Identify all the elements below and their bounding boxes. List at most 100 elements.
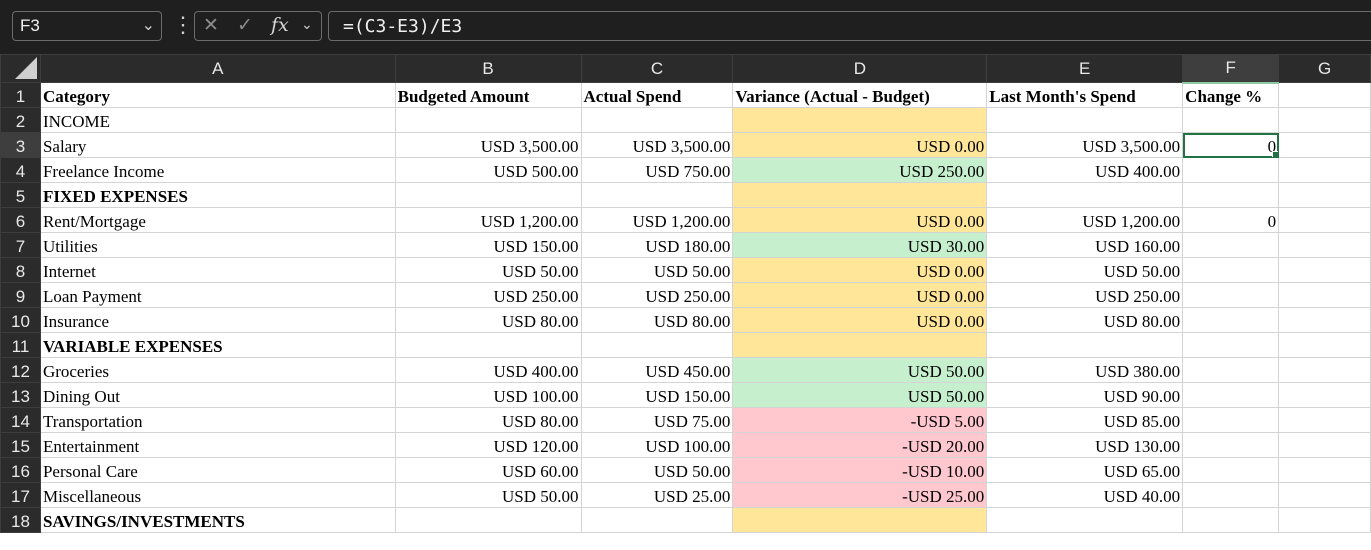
cell-c-9[interactable]: USD 250.00 <box>580 282 734 308</box>
cell-g-5[interactable] <box>1278 182 1371 208</box>
cell-a-17[interactable]: Miscellaneous <box>39 482 396 508</box>
name-box[interactable]: F3 ⌄ <box>12 11 162 41</box>
cell-b-14[interactable]: USD 80.00 <box>394 407 582 433</box>
column-header-e[interactable]: E <box>986 54 1184 83</box>
cell-e-11[interactable] <box>986 332 1184 358</box>
cell-f-5[interactable] <box>1182 182 1280 208</box>
cell-a-8[interactable]: Internet <box>39 257 396 283</box>
cell-e-10[interactable]: USD 80.00 <box>986 307 1184 333</box>
cell-g-18[interactable] <box>1278 507 1371 533</box>
row-header[interactable]: 18 <box>0 507 41 533</box>
cell-f-9[interactable] <box>1182 282 1280 308</box>
cell-g-9[interactable] <box>1278 282 1371 308</box>
row-header[interactable]: 2 <box>0 107 41 133</box>
row-header[interactable]: 13 <box>0 382 41 408</box>
cell-a-12[interactable]: Groceries <box>39 357 396 383</box>
cell-e-15[interactable]: USD 130.00 <box>986 432 1184 458</box>
cell-f-10[interactable] <box>1182 307 1280 333</box>
cell-f-8[interactable] <box>1182 257 1280 283</box>
cancel-icon[interactable]: ✕ <box>203 14 219 36</box>
cell-c-7[interactable]: USD 180.00 <box>580 232 734 258</box>
cell-b-10[interactable]: USD 80.00 <box>394 307 582 333</box>
cell-f-11[interactable] <box>1182 332 1280 358</box>
cell-d-15[interactable]: -USD 20.00 <box>732 432 988 458</box>
cell-f-12[interactable] <box>1182 357 1280 383</box>
cell-f-4[interactable] <box>1182 157 1280 183</box>
cell-d-16[interactable]: -USD 10.00 <box>732 457 988 483</box>
cell-f-16[interactable] <box>1182 457 1280 483</box>
cell-c-2[interactable] <box>580 107 734 133</box>
row-header[interactable]: 6 <box>0 207 41 233</box>
row-header[interactable]: 15 <box>0 432 41 458</box>
cell-e-8[interactable]: USD 50.00 <box>986 257 1184 283</box>
cell-f-3[interactable]: 0 <box>1182 132 1280 158</box>
row-header[interactable]: 10 <box>0 307 41 333</box>
cell-f-17[interactable] <box>1182 482 1280 508</box>
cell-f-15[interactable] <box>1182 432 1280 458</box>
cell-g-16[interactable] <box>1278 457 1371 483</box>
cell-a-18[interactable]: SAVINGS/INVESTMENTS <box>39 507 396 533</box>
cell-e-13[interactable]: USD 90.00 <box>986 382 1184 408</box>
cell-f-6[interactable]: 0 <box>1182 207 1280 233</box>
cell-f-18[interactable] <box>1182 507 1280 533</box>
cell-e-1[interactable]: Last Month's Spend <box>986 82 1184 108</box>
cell-d-17[interactable]: -USD 25.00 <box>732 482 988 508</box>
cell-c-16[interactable]: USD 50.00 <box>580 457 734 483</box>
cell-c-14[interactable]: USD 75.00 <box>580 407 734 433</box>
cell-f-14[interactable] <box>1182 407 1280 433</box>
enter-check-icon[interactable]: ✓ <box>237 14 253 36</box>
cell-g-1[interactable] <box>1278 82 1371 108</box>
cell-g-11[interactable] <box>1278 332 1371 358</box>
cell-d-6[interactable]: USD 0.00 <box>732 207 988 233</box>
cell-g-2[interactable] <box>1278 107 1371 133</box>
row-header[interactable]: 4 <box>0 157 41 183</box>
cell-e-12[interactable]: USD 380.00 <box>986 357 1184 383</box>
cell-b-9[interactable]: USD 250.00 <box>394 282 582 308</box>
cell-g-4[interactable] <box>1278 157 1371 183</box>
cell-b-2[interactable] <box>394 107 582 133</box>
cell-d-3[interactable]: USD 0.00 <box>732 132 988 158</box>
cell-g-17[interactable] <box>1278 482 1371 508</box>
cell-a-2[interactable]: INCOME <box>39 107 396 133</box>
cell-e-5[interactable] <box>986 182 1184 208</box>
cell-b-11[interactable] <box>394 332 582 358</box>
cell-d-5[interactable] <box>732 182 988 208</box>
cell-e-2[interactable] <box>986 107 1184 133</box>
cell-d-18[interactable] <box>732 507 988 533</box>
cell-a-10[interactable]: Insurance <box>39 307 396 333</box>
cell-b-12[interactable]: USD 400.00 <box>394 357 582 383</box>
cell-b-1[interactable]: Budgeted Amount <box>394 82 582 108</box>
row-header[interactable]: 17 <box>0 482 41 508</box>
cell-c-3[interactable]: USD 3,500.00 <box>580 132 734 158</box>
cell-a-16[interactable]: Personal Care <box>39 457 396 483</box>
cell-e-18[interactable] <box>986 507 1184 533</box>
row-header[interactable]: 5 <box>0 182 41 208</box>
column-header-d[interactable]: D <box>732 54 988 83</box>
cell-c-12[interactable]: USD 450.00 <box>580 357 734 383</box>
cell-d-4[interactable]: USD 250.00 <box>732 157 988 183</box>
cell-g-14[interactable] <box>1278 407 1371 433</box>
cell-a-1[interactable]: Category <box>39 82 396 108</box>
cell-b-3[interactable]: USD 3,500.00 <box>394 132 582 158</box>
column-header-b[interactable]: B <box>394 54 582 83</box>
cell-e-16[interactable]: USD 65.00 <box>986 457 1184 483</box>
cell-d-1[interactable]: Variance (Actual - Budget) <box>732 82 988 108</box>
row-header[interactable]: 3 <box>0 132 41 158</box>
select-all-button[interactable] <box>0 54 41 83</box>
cell-c-17[interactable]: USD 25.00 <box>580 482 734 508</box>
cell-e-7[interactable]: USD 160.00 <box>986 232 1184 258</box>
chevron-down-icon[interactable]: ⌄ <box>301 17 313 33</box>
cell-g-8[interactable] <box>1278 257 1371 283</box>
cell-d-8[interactable]: USD 0.00 <box>732 257 988 283</box>
row-header[interactable]: 14 <box>0 407 41 433</box>
cell-a-4[interactable]: Freelance Income <box>39 157 396 183</box>
cell-a-5[interactable]: FIXED EXPENSES <box>39 182 396 208</box>
cell-b-16[interactable]: USD 60.00 <box>394 457 582 483</box>
cell-g-12[interactable] <box>1278 357 1371 383</box>
cell-a-15[interactable]: Entertainment <box>39 432 396 458</box>
cell-d-9[interactable]: USD 0.00 <box>732 282 988 308</box>
cell-b-8[interactable]: USD 50.00 <box>394 257 582 283</box>
cell-g-15[interactable] <box>1278 432 1371 458</box>
cell-a-9[interactable]: Loan Payment <box>39 282 396 308</box>
fill-handle[interactable] <box>1272 151 1278 157</box>
